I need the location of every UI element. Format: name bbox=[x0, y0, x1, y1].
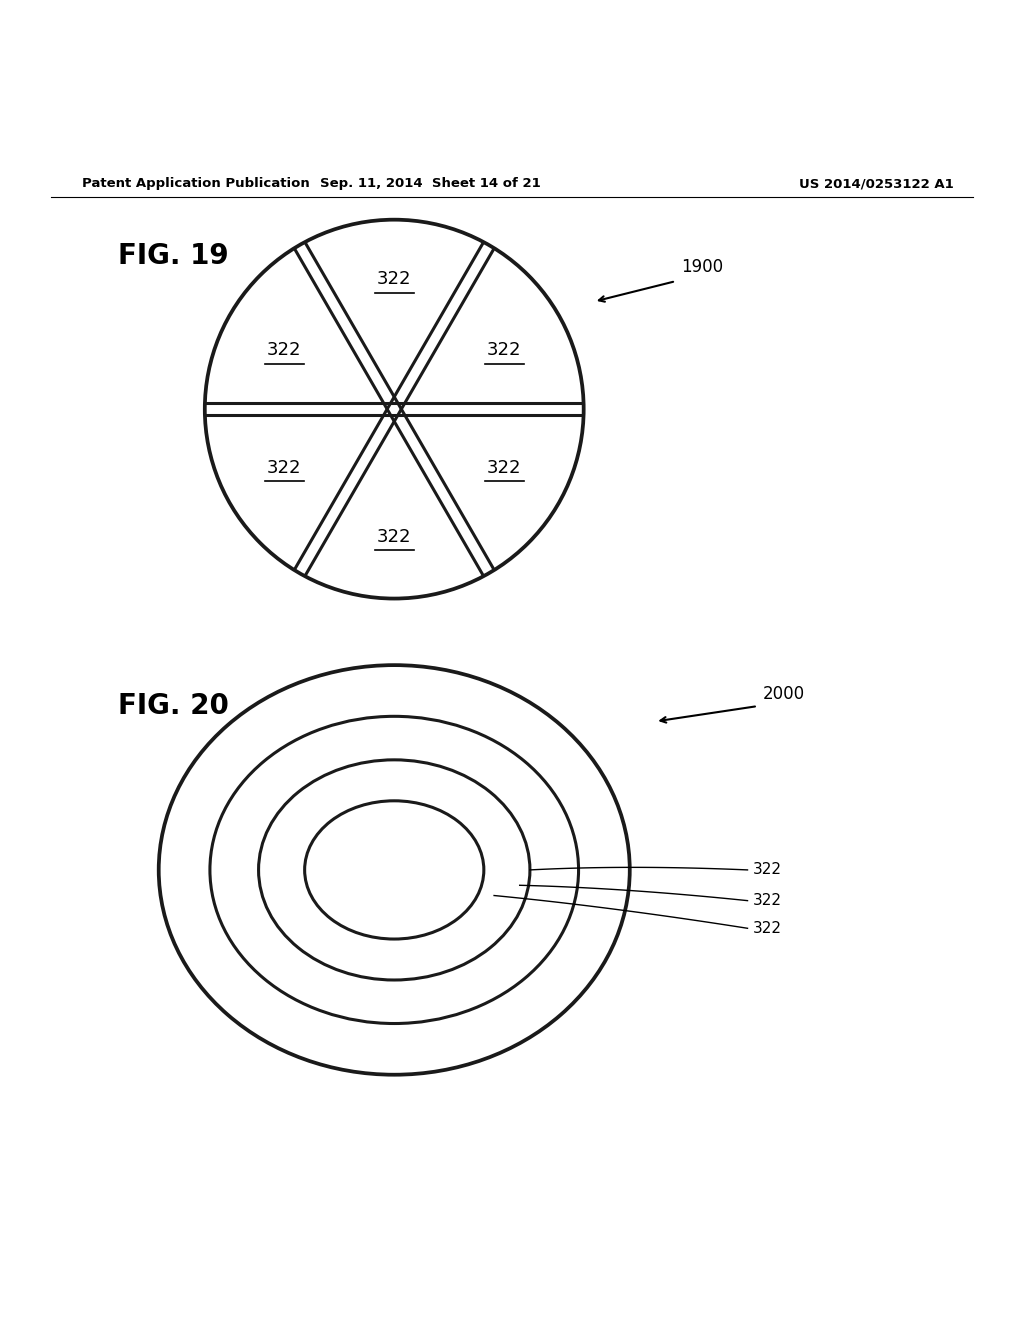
Text: 322: 322 bbox=[753, 862, 781, 878]
Text: 322: 322 bbox=[753, 921, 781, 936]
Text: 322: 322 bbox=[753, 894, 781, 908]
Text: Sep. 11, 2014  Sheet 14 of 21: Sep. 11, 2014 Sheet 14 of 21 bbox=[319, 177, 541, 190]
Text: 322: 322 bbox=[267, 342, 302, 359]
Text: Patent Application Publication: Patent Application Publication bbox=[82, 177, 309, 190]
Text: 1900: 1900 bbox=[681, 257, 723, 276]
Text: FIG. 20: FIG. 20 bbox=[118, 692, 228, 721]
Text: US 2014/0253122 A1: US 2014/0253122 A1 bbox=[799, 177, 953, 190]
Text: 322: 322 bbox=[486, 342, 521, 359]
Text: 322: 322 bbox=[267, 459, 302, 477]
Text: 322: 322 bbox=[486, 459, 521, 477]
Text: 322: 322 bbox=[377, 528, 412, 545]
Text: 2000: 2000 bbox=[763, 685, 805, 704]
Text: FIG. 19: FIG. 19 bbox=[118, 242, 228, 269]
Text: 322: 322 bbox=[377, 271, 412, 288]
